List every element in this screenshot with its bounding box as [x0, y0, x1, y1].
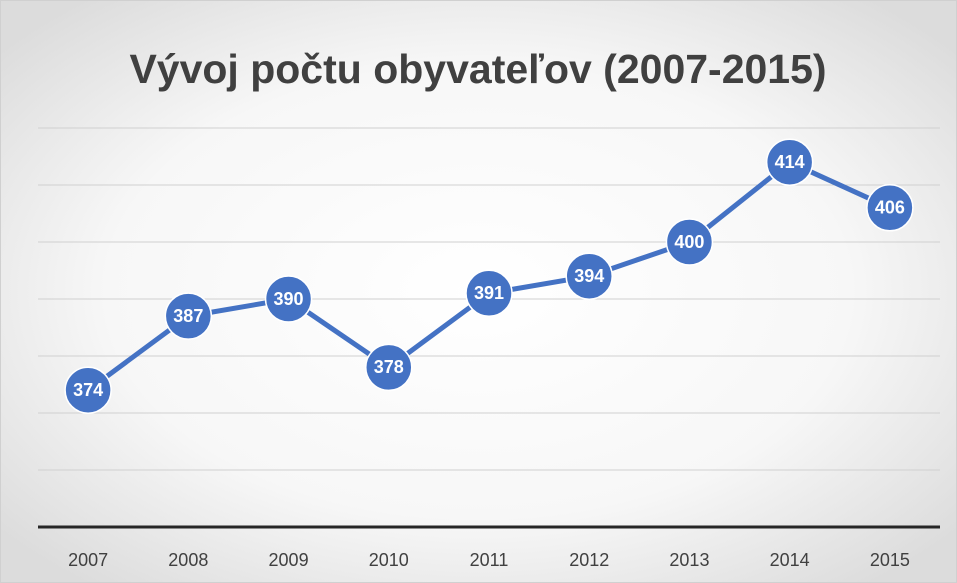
data-label: 390 — [274, 289, 304, 309]
data-point — [866, 184, 914, 232]
data-label: 378 — [374, 357, 404, 377]
data-point — [765, 138, 814, 186]
data-label: 400 — [674, 232, 704, 252]
x-tick-label: 2011 — [470, 550, 509, 570]
data-label: 387 — [173, 306, 203, 326]
data-point — [565, 252, 613, 300]
x-tick-label: 2012 — [569, 550, 609, 570]
data-label: 394 — [574, 266, 604, 286]
data-point — [264, 275, 313, 323]
x-tick-label: 2007 — [68, 550, 108, 570]
chart-title: Vývoj počtu obyvateľov (2007-2015) — [129, 46, 826, 92]
x-tick-label: 2008 — [168, 550, 208, 570]
data-point — [64, 366, 112, 414]
data-point — [465, 269, 513, 318]
x-tick-label: 2015 — [870, 550, 910, 570]
data-label: 414 — [775, 152, 805, 172]
data-point — [365, 343, 413, 392]
x-tick-label: 2014 — [770, 550, 810, 570]
x-tick-label: 2013 — [669, 550, 709, 570]
x-tick-label: 2010 — [369, 550, 409, 570]
data-label: 374 — [73, 380, 103, 400]
data-point — [665, 218, 714, 266]
data-label: 391 — [474, 283, 504, 303]
data-point — [164, 292, 213, 340]
x-tick-label: 2009 — [269, 550, 309, 570]
data-label: 406 — [875, 198, 905, 218]
